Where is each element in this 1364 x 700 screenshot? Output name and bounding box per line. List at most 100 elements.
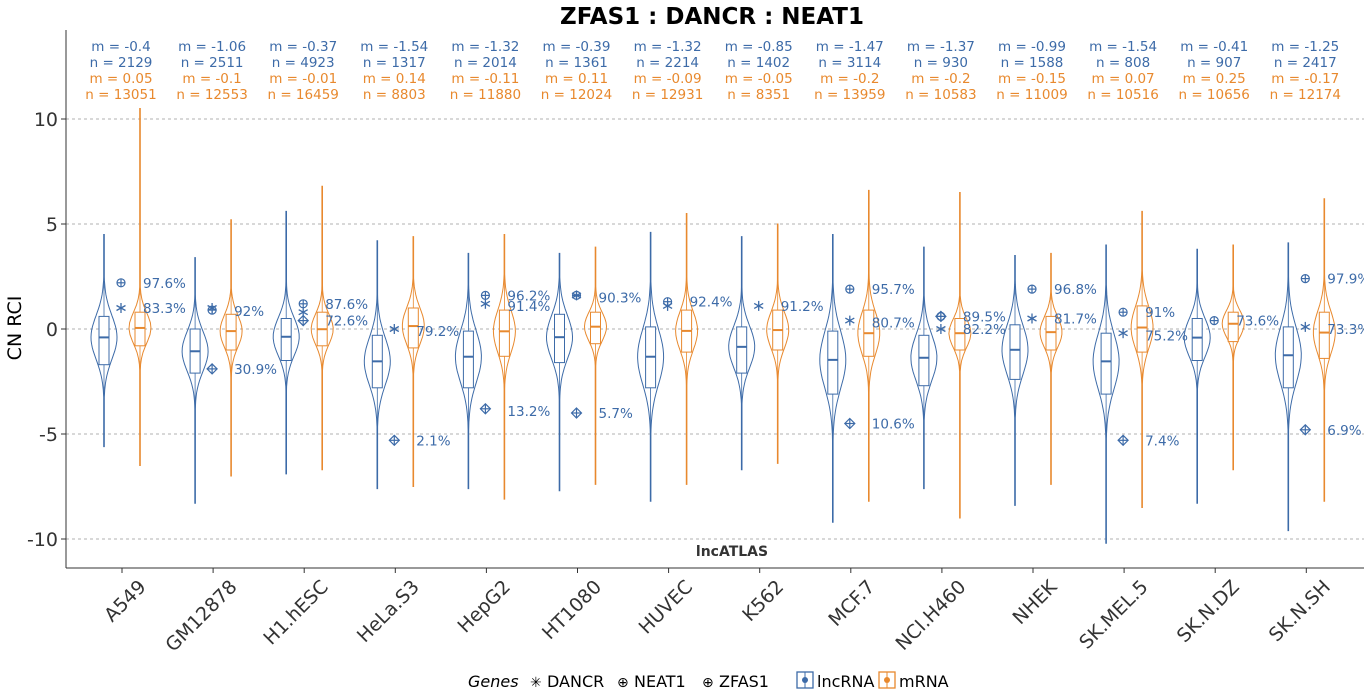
legend-type-label: lncRNA bbox=[817, 672, 874, 691]
stat-label: n = 11880 bbox=[450, 87, 521, 103]
neat1-marker bbox=[843, 417, 856, 430]
zfas1-marker bbox=[480, 290, 490, 300]
y-tick-label: -5 bbox=[39, 424, 58, 446]
box bbox=[1009, 324, 1021, 380]
neat1-marker bbox=[479, 402, 492, 415]
stat-label: m = -1.25 bbox=[1271, 39, 1339, 55]
stat-label: m = -0.2 bbox=[820, 71, 879, 87]
box bbox=[736, 326, 748, 374]
dancr-marker bbox=[480, 298, 491, 309]
marker-stroke bbox=[571, 292, 582, 299]
marker-stroke bbox=[116, 304, 126, 312]
neat1-marker bbox=[1299, 423, 1312, 436]
x-tick-label: SK.N.SH bbox=[1265, 576, 1335, 646]
stat-label: n = 1588 bbox=[1001, 55, 1064, 71]
x-ticks: A549 GM12878 H1.hESC HeLa.S3 HepG2 HT1080 HUVE… bbox=[100, 568, 1335, 656]
x-tick-label: K562 bbox=[738, 576, 788, 626]
legend-gene-symbol: ✳ bbox=[530, 675, 542, 691]
stat-label: m = -0.4 bbox=[91, 39, 150, 55]
x-tick-label: NHEK bbox=[1009, 576, 1062, 629]
stat-label: n = 2129 bbox=[90, 55, 153, 71]
box bbox=[462, 330, 474, 389]
dancr-marker bbox=[389, 324, 400, 334]
stat-label: m = -0.85 bbox=[725, 39, 793, 55]
marker-stroke bbox=[1027, 315, 1037, 322]
zfas1-marker bbox=[1027, 284, 1037, 294]
marker-stroke bbox=[753, 302, 764, 309]
percent-label: 92% bbox=[234, 304, 264, 320]
marker-stroke bbox=[298, 309, 309, 316]
marker-stroke bbox=[844, 317, 855, 324]
percent-label: 96.2% bbox=[507, 288, 550, 304]
legend: Genes ✳ DANCR ⊕ NEAT1 ⊕ ZFAS1 lncRNA mRNA bbox=[468, 671, 949, 691]
stat-label: m = -0.17 bbox=[1271, 71, 1339, 87]
stat-label: n = 16459 bbox=[267, 87, 338, 103]
neat1-marker bbox=[388, 434, 401, 447]
dancr-marker bbox=[1027, 313, 1037, 324]
dancr-marker bbox=[844, 315, 855, 326]
lncatlas-annotation: lncATLAS bbox=[696, 544, 768, 560]
legend-gene-symbol: ⊕ bbox=[702, 675, 714, 691]
x-tick-label: HeLa.S3 bbox=[353, 576, 424, 647]
neat1-marker bbox=[570, 407, 583, 419]
stat-label: m = 0.14 bbox=[363, 71, 426, 87]
zfas1-marker bbox=[1300, 274, 1310, 284]
stat-label: m = -0.05 bbox=[725, 71, 793, 87]
stat-label: m = 0.11 bbox=[545, 71, 608, 87]
neat1-marker bbox=[297, 314, 310, 327]
neat1-marker bbox=[1117, 434, 1129, 447]
percent-label: 91.4% bbox=[507, 299, 550, 315]
stat-label: m = -1.54 bbox=[1089, 39, 1157, 55]
percent-label: 75.2% bbox=[1145, 328, 1188, 344]
stat-label: m = -1.37 bbox=[907, 39, 975, 55]
percent-label: 95.7% bbox=[872, 282, 915, 298]
stat-label: m = -0.09 bbox=[634, 71, 702, 87]
stat-label: n = 10516 bbox=[1087, 87, 1158, 103]
percent-label: 97.9% bbox=[1327, 272, 1364, 288]
y-tick-label: 0 bbox=[46, 319, 58, 341]
stat-label: n = 10583 bbox=[905, 87, 976, 103]
percent-label: 82.2% bbox=[963, 322, 1006, 338]
box bbox=[498, 309, 510, 357]
box bbox=[407, 307, 419, 349]
marker-stroke bbox=[662, 302, 673, 309]
legend-type-key-dot bbox=[884, 677, 890, 683]
dancr-marker bbox=[753, 300, 764, 311]
x-tick-label: A549 bbox=[100, 576, 150, 626]
stat-label: n = 12174 bbox=[1270, 87, 1341, 103]
y-axis-label: CN RCI bbox=[4, 296, 26, 361]
dancr-marker bbox=[936, 324, 946, 334]
zfas1-marker bbox=[1118, 307, 1128, 317]
percent-label: 92.4% bbox=[690, 295, 733, 311]
stat-label: m = -0.2 bbox=[911, 71, 970, 87]
legend-type-label: mRNA bbox=[899, 672, 949, 691]
legend-gene-label: DANCR bbox=[547, 672, 604, 691]
percent-label: 96.8% bbox=[1054, 282, 1097, 298]
box bbox=[98, 315, 110, 366]
legend-title: Genes bbox=[468, 672, 519, 691]
x-tick-label: HT1080 bbox=[538, 576, 606, 644]
stat-label: n = 13051 bbox=[85, 87, 156, 103]
stat-label: n = 12931 bbox=[632, 87, 703, 103]
stat-label: m = -0.15 bbox=[998, 71, 1066, 87]
stat-label: m = -0.11 bbox=[451, 71, 519, 87]
box bbox=[590, 311, 601, 345]
box bbox=[134, 311, 146, 347]
box bbox=[280, 318, 292, 361]
stat-label: n = 11009 bbox=[996, 87, 1067, 103]
box bbox=[1227, 311, 1239, 343]
percent-label: 73.3% bbox=[1327, 322, 1364, 338]
x-tick-label: NCI.H460 bbox=[891, 576, 970, 655]
zfas1-marker bbox=[845, 284, 855, 294]
dancr-marker bbox=[116, 303, 126, 313]
x-tick-label: H1.hESC bbox=[259, 576, 332, 649]
stat-label: m = 0.05 bbox=[89, 71, 152, 87]
stat-label: m = -0.99 bbox=[998, 39, 1066, 55]
dancr-marker bbox=[662, 300, 673, 311]
legend-gene-label: ZFAS1 bbox=[719, 672, 769, 691]
percent-label: 80.7% bbox=[872, 316, 915, 332]
stat-label: n = 2417 bbox=[1274, 55, 1337, 71]
stat-label: m = 0.25 bbox=[1183, 71, 1246, 87]
box bbox=[1045, 315, 1057, 351]
